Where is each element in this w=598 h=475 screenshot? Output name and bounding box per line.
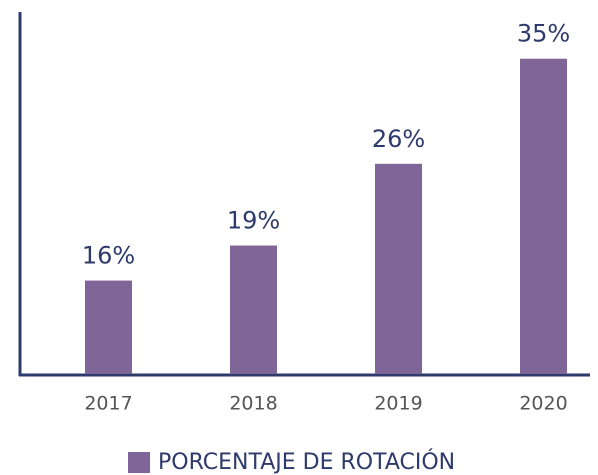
bar bbox=[375, 163, 422, 374]
value-label: 26% bbox=[372, 125, 425, 153]
x-tick-label: 2020 bbox=[519, 393, 567, 415]
value-label: 16% bbox=[82, 242, 135, 270]
value-label: 19% bbox=[227, 207, 280, 235]
x-tick-label: 2019 bbox=[374, 393, 422, 415]
legend-swatch bbox=[128, 452, 150, 473]
bar bbox=[230, 245, 277, 374]
bar bbox=[520, 58, 567, 374]
bar bbox=[85, 280, 132, 374]
x-tick-label: 2018 bbox=[229, 393, 277, 415]
value-label: 35% bbox=[517, 20, 570, 48]
x-tick-label: 2017 bbox=[84, 393, 132, 415]
legend-label: PORCENTAJE DE ROTACIÓN bbox=[158, 449, 455, 475]
